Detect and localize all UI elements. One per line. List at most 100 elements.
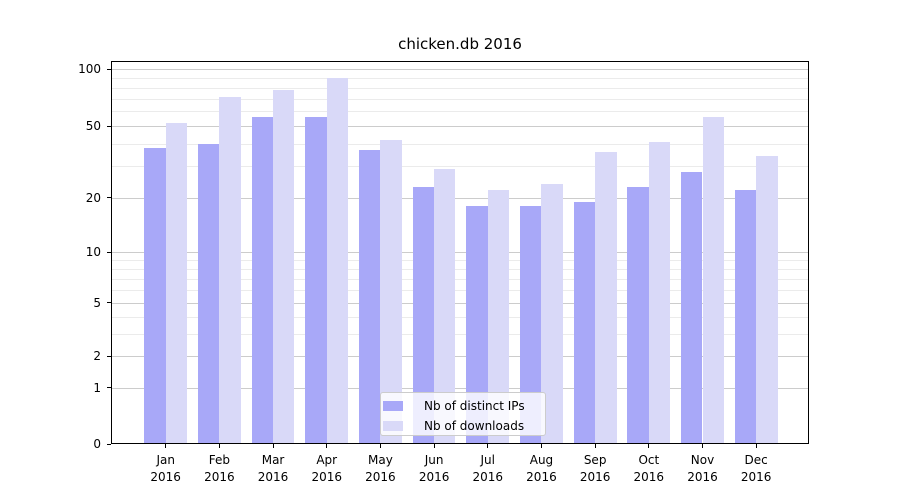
y-gridline-minor bbox=[111, 111, 809, 113]
x-tick-year: 2016 bbox=[365, 470, 396, 484]
y-gridline-minor bbox=[111, 143, 809, 145]
bar-distinct-ips bbox=[251, 116, 274, 444]
y-tick-label: 1 bbox=[93, 380, 101, 395]
x-tick-label: Feb 2016 bbox=[189, 452, 249, 486]
x-tick-year: 2016 bbox=[204, 470, 235, 484]
x-tick-label: Dec 2016 bbox=[726, 452, 786, 486]
x-tick-year: 2016 bbox=[579, 470, 611, 484]
y-tick-label: 5 bbox=[93, 295, 101, 310]
x-tick-label: Mar 2016 bbox=[243, 452, 303, 486]
y-gridline-major bbox=[111, 387, 809, 389]
x-tick-month: Jun bbox=[424, 453, 444, 467]
x-tick-label: Jan 2016 bbox=[136, 452, 196, 486]
x-tick bbox=[326, 444, 328, 448]
x-tick bbox=[487, 444, 489, 448]
x-tick bbox=[218, 444, 220, 448]
y-tick bbox=[107, 68, 111, 70]
bar-downloads bbox=[756, 156, 778, 444]
y-gridline-minor bbox=[111, 77, 809, 79]
x-tick-label: Aug 2016 bbox=[511, 452, 571, 486]
bar-downloads bbox=[434, 168, 456, 444]
legend-swatch bbox=[383, 401, 403, 411]
y-tick bbox=[107, 251, 111, 253]
bar-distinct-ips bbox=[466, 206, 488, 444]
y-gridline-major bbox=[111, 69, 809, 71]
x-tick bbox=[272, 444, 274, 448]
x-tick bbox=[702, 444, 703, 448]
x-tick-month: Feb bbox=[208, 453, 230, 467]
x-tick-label: Apr 2016 bbox=[297, 452, 357, 486]
y-tick-label: 100 bbox=[78, 62, 101, 77]
y-tick-label: 10 bbox=[85, 245, 101, 259]
y-gridline-minor bbox=[111, 87, 809, 89]
x-tick-label: Oct 2016 bbox=[619, 452, 679, 486]
x-tick-month: Mar bbox=[261, 453, 285, 467]
plot-area: 0 1 2 5 10 20 50 100 Jan 2016 Feb 2016 Mar 2016 Apr 201… bbox=[78, 61, 809, 484]
x-tick bbox=[648, 444, 650, 448]
bar-distinct-ips bbox=[734, 190, 757, 444]
y-tick-label: 2 bbox=[93, 349, 101, 363]
x-tick bbox=[594, 444, 596, 448]
x-tick-label: Jun 2016 bbox=[404, 452, 464, 486]
x-tick-year: 2016 bbox=[418, 470, 450, 484]
y-gridline-major bbox=[111, 356, 809, 357]
bar-downloads bbox=[165, 122, 188, 444]
bar-distinct-ips bbox=[412, 186, 435, 444]
x-tick-label: Nov 2016 bbox=[673, 452, 733, 486]
x-tick-year: 2016 bbox=[472, 470, 504, 484]
x-tick-month: Sep bbox=[583, 453, 607, 467]
bar-downloads bbox=[273, 89, 295, 444]
y-gridline-minor bbox=[111, 289, 809, 291]
y-gridline-major bbox=[111, 302, 809, 304]
y-gridline-minor bbox=[111, 333, 809, 335]
x-tick-month: May bbox=[368, 453, 393, 467]
y-gridline-major bbox=[111, 197, 809, 199]
y-tick-label: 50 bbox=[85, 119, 101, 133]
x-tick-month: Jul bbox=[480, 453, 495, 467]
y-gridline-minor bbox=[111, 278, 809, 280]
y-tick bbox=[107, 125, 111, 127]
legend: Nb of distinct IPs Nb of downloads bbox=[380, 392, 546, 436]
x-tick-year: 2016 bbox=[150, 470, 181, 484]
legend-row: Nb of distinct IPs bbox=[381, 396, 545, 416]
chart-title: chicken.db 2016 bbox=[398, 35, 522, 53]
y-gridline-minor bbox=[111, 316, 809, 318]
x-tick bbox=[165, 444, 167, 448]
y-tick-label: 0 bbox=[93, 437, 101, 452]
bar-downloads bbox=[702, 116, 724, 444]
x-tick-label: Sep 2016 bbox=[565, 452, 625, 486]
legend-label: Nb of downloads bbox=[424, 419, 525, 433]
bar-downloads bbox=[541, 183, 563, 444]
bar-downloads bbox=[648, 141, 671, 444]
bar-distinct-ips bbox=[627, 186, 649, 444]
x-tick-year: 2016 bbox=[687, 470, 718, 484]
y-tick bbox=[107, 355, 111, 357]
x-tick-month: Dec bbox=[744, 453, 768, 467]
legend-label: Nb of distinct IPs bbox=[424, 399, 525, 413]
x-tick-year: 2016 bbox=[311, 470, 342, 484]
bar-distinct-ips bbox=[197, 143, 220, 444]
bar-distinct-ips bbox=[305, 116, 327, 444]
bar-downloads bbox=[380, 139, 402, 444]
y-gridline-major bbox=[111, 252, 809, 253]
x-tick-label: Jul 2016 bbox=[458, 452, 518, 486]
bar-distinct-ips bbox=[359, 149, 381, 444]
y-gridline-minor bbox=[111, 98, 809, 100]
y-tick-label: 20 bbox=[85, 190, 101, 205]
bar-downloads bbox=[326, 77, 349, 444]
y-gridline-major bbox=[111, 126, 809, 127]
y-tick bbox=[107, 302, 111, 304]
x-tick bbox=[433, 444, 435, 448]
legend-row: Nb of downloads bbox=[381, 416, 545, 436]
bar-distinct-ips bbox=[520, 206, 542, 444]
y-tick bbox=[107, 387, 111, 389]
y-tick bbox=[107, 443, 111, 445]
x-tick bbox=[540, 444, 542, 448]
x-tick-label: May 2016 bbox=[350, 452, 410, 486]
x-tick-month: Apr bbox=[316, 453, 338, 467]
bar-distinct-ips bbox=[573, 201, 596, 444]
bar-distinct-ips bbox=[144, 147, 166, 444]
bar-downloads bbox=[219, 97, 241, 444]
x-tick-month: Jan bbox=[156, 453, 175, 467]
